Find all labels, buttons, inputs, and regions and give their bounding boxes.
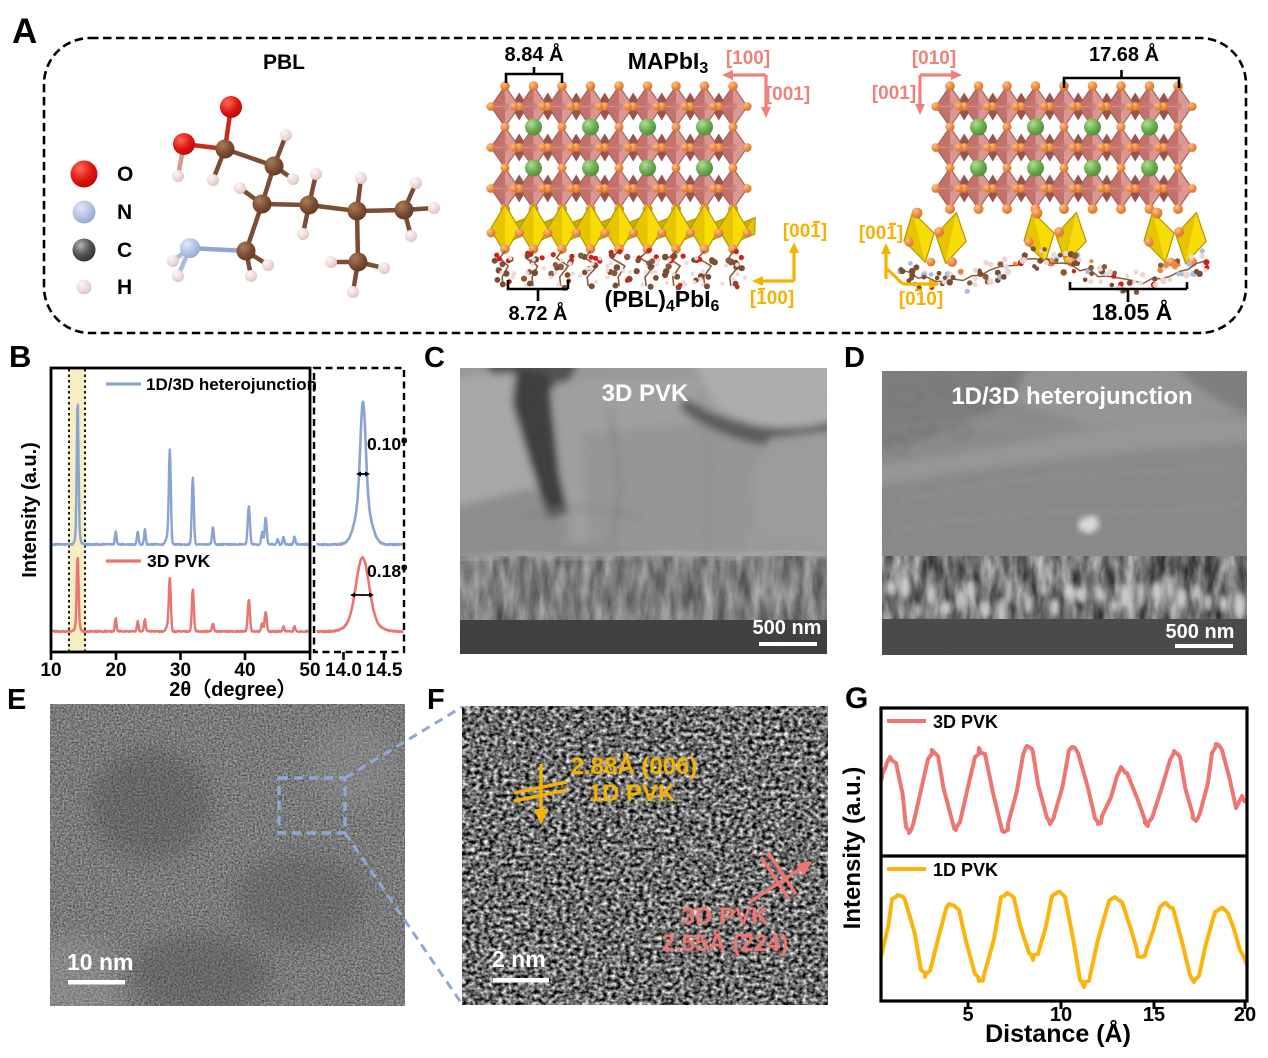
svg-text:Intensity (a.u.): Intensity (a.u.) <box>19 442 41 578</box>
svg-text:Intensity (a.u.): Intensity (a.u.) <box>840 767 866 930</box>
svg-text:H: H <box>117 276 132 299</box>
svg-text:10: 10 <box>40 660 61 681</box>
svg-text:2.55Å (224): 2.55Å (224) <box>662 929 789 957</box>
svg-text:[010]: [010] <box>912 48 956 69</box>
svg-text:500 nm: 500 nm <box>1166 621 1235 643</box>
svg-text:[001]: [001] <box>783 221 827 242</box>
svg-text:2.88Å (006): 2.88Å (006) <box>571 752 698 780</box>
svg-text:N: N <box>117 201 132 224</box>
svg-text:Distance (Å): Distance (Å) <box>985 1019 1131 1048</box>
svg-text:PBL: PBL <box>263 51 305 74</box>
svg-text:(PBL)4PbI6: (PBL)4PbI6 <box>605 286 720 315</box>
svg-text:500 nm: 500 nm <box>753 617 822 639</box>
svg-text:[010]: [010] <box>899 289 943 310</box>
svg-text:[001]: [001] <box>766 84 810 105</box>
svg-text:3D PVK: 3D PVK <box>602 380 689 407</box>
svg-text:1D/3D heterojunction: 1D/3D heterojunction <box>146 375 317 394</box>
svg-text:0.10º: 0.10º <box>367 434 408 454</box>
svg-text:5: 5 <box>962 1004 973 1026</box>
svg-text:50: 50 <box>299 660 320 681</box>
svg-text:1D/3D heterojunction: 1D/3D heterojunction <box>951 383 1192 410</box>
svg-text:MAPbI3: MAPbI3 <box>628 48 709 77</box>
svg-text:[100]: [100] <box>726 48 770 69</box>
svg-text:2θ（degree）: 2θ（degree） <box>169 678 297 700</box>
svg-text:20: 20 <box>1234 1004 1256 1026</box>
svg-text:[001]: [001] <box>859 223 903 244</box>
svg-text:O: O <box>117 163 133 186</box>
svg-text:[001]: [001] <box>872 83 916 104</box>
svg-text:20: 20 <box>105 660 126 681</box>
svg-text:3D PVK: 3D PVK <box>933 712 998 732</box>
svg-text:40: 40 <box>234 660 255 681</box>
svg-text:15: 15 <box>1143 1004 1165 1026</box>
svg-text:14.0: 14.0 <box>325 660 362 681</box>
svg-text:3D PVK: 3D PVK <box>682 903 769 930</box>
svg-text:1D PVK: 1D PVK <box>933 860 998 880</box>
svg-text:18.05 Å: 18.05 Å <box>1092 298 1173 325</box>
svg-text:3D PVK: 3D PVK <box>147 551 211 571</box>
svg-text:10: 10 <box>1050 1004 1072 1026</box>
svg-text:2 nm: 2 nm <box>492 946 546 972</box>
svg-text:[100]: [100] <box>750 288 794 309</box>
svg-text:14.5: 14.5 <box>366 660 403 681</box>
svg-text:8.72 Å: 8.72 Å <box>509 301 568 325</box>
svg-text:30: 30 <box>170 660 191 681</box>
svg-text:0.18º: 0.18º <box>367 561 408 581</box>
svg-text:17.68 Å: 17.68 Å <box>1089 42 1159 66</box>
svg-text:10 nm: 10 nm <box>67 949 133 975</box>
svg-text:1D PVK: 1D PVK <box>589 780 676 807</box>
svg-text:8.84 Å: 8.84 Å <box>505 42 564 66</box>
svg-text:C: C <box>117 239 132 262</box>
